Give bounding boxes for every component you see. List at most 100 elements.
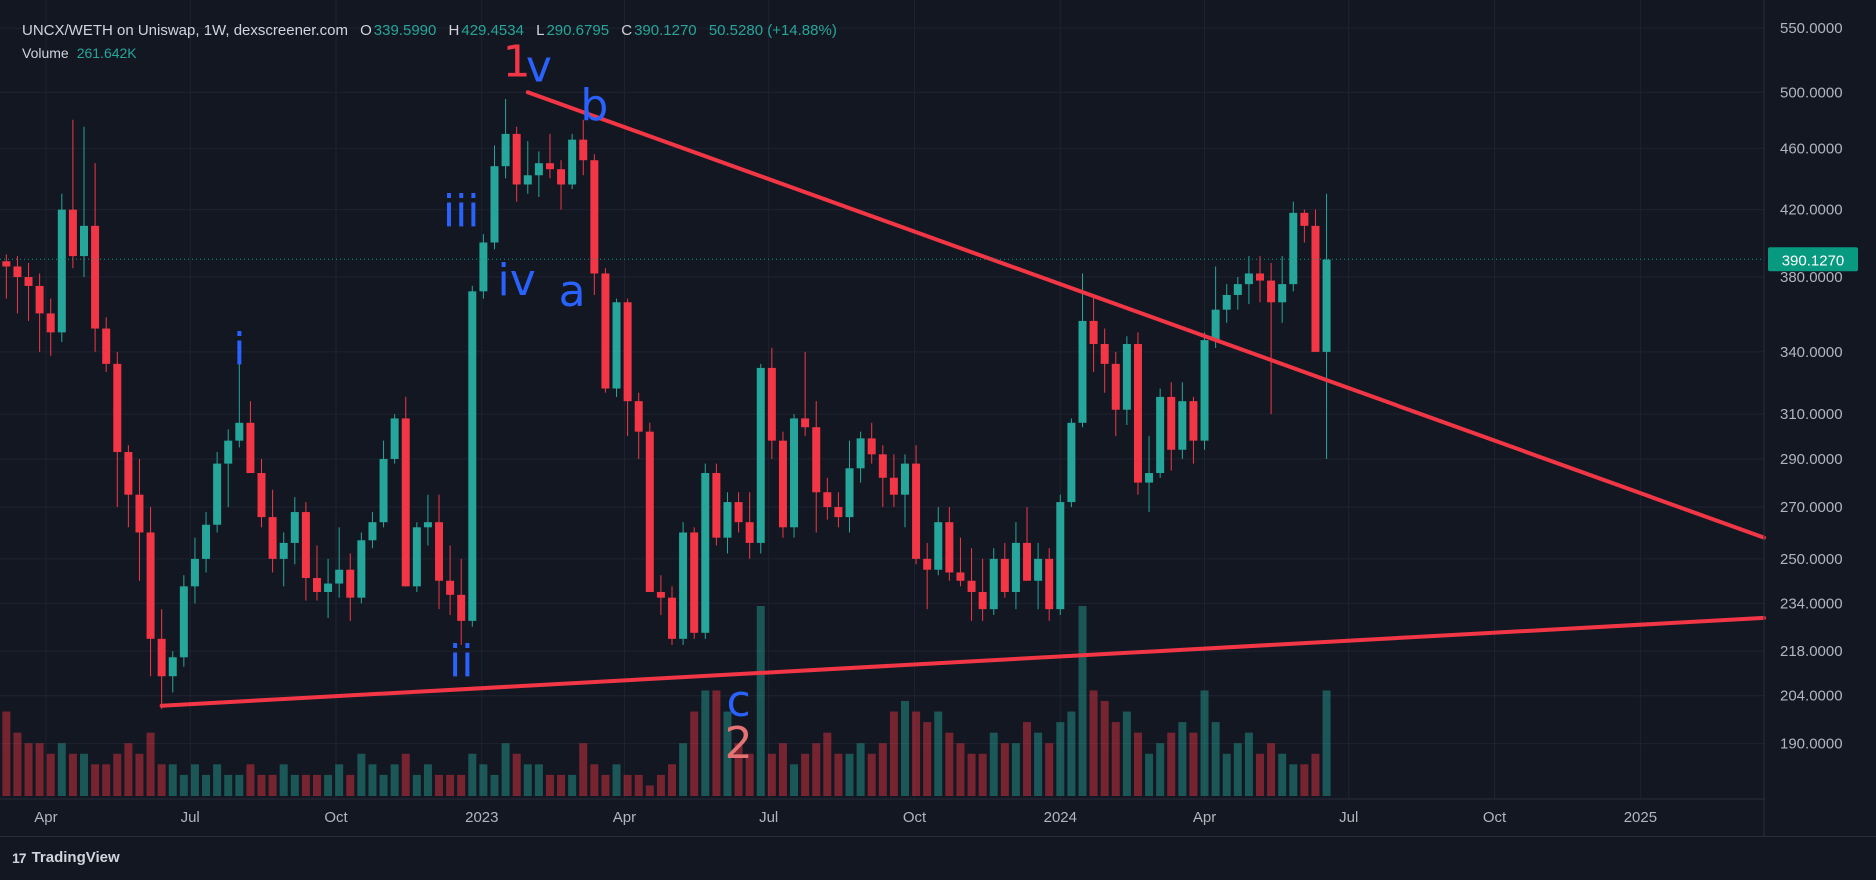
candle-body: [179, 586, 188, 658]
candle-body: [756, 367, 765, 543]
volume-bars: [2, 606, 1331, 796]
candle-body: [579, 139, 588, 161]
candle-body: [213, 463, 222, 525]
candle-body: [1145, 473, 1154, 483]
candle-body: [401, 418, 410, 587]
volume-bar: [312, 774, 321, 796]
volume-bar: [856, 743, 865, 796]
price-tick-label: 460.0000: [1780, 140, 1843, 157]
candle-body: [1011, 542, 1020, 592]
time-tick-label: Oct: [903, 809, 927, 826]
price-tick-label: 270.0000: [1780, 499, 1843, 516]
candle-body: [46, 313, 55, 333]
time-tick-label: 2024: [1044, 809, 1077, 826]
volume-bar: [301, 774, 310, 796]
price-tick-label: 550.0000: [1780, 20, 1843, 37]
volume-bar: [756, 606, 765, 796]
candle-body: [113, 363, 122, 453]
volume-bar: [113, 753, 122, 796]
volume-bar: [1089, 690, 1098, 796]
candle-body: [135, 494, 144, 533]
time-axis[interactable]: Apr Jul Oct 2023 Apr Jul Oct 2024 Apr Jul Oct 2025: [34, 809, 1657, 826]
volume-bar: [68, 753, 77, 796]
candle-body: [1133, 344, 1142, 483]
volume-bar: [324, 774, 333, 796]
candle-body: [1100, 344, 1109, 364]
volume-bar: [1045, 743, 1054, 796]
volume-bar: [845, 753, 854, 796]
volume-bar: [834, 753, 843, 796]
volume-bar: [545, 774, 554, 796]
volume-bar: [124, 743, 133, 796]
candle-body: [1122, 344, 1131, 410]
volume-bar: [1078, 606, 1087, 796]
candle-body: [601, 273, 610, 389]
volume-bar: [734, 743, 743, 796]
symbol-line[interactable]: UNCX/WETH on Uniswap, 1W, dexscreener.co…: [22, 22, 348, 39]
time-tick-label: Jul: [1339, 809, 1358, 826]
volume-bar: [279, 764, 288, 796]
price-tick-label: 380.0000: [1780, 269, 1843, 286]
volume-bar: [202, 774, 211, 796]
candle-body: [246, 422, 255, 474]
candle-body: [290, 512, 299, 543]
price-tick-label: 340.0000: [1780, 344, 1843, 361]
candle-body: [978, 591, 987, 610]
candle-body: [1222, 294, 1231, 310]
candle-body: [1167, 396, 1176, 450]
volume-label[interactable]: Volume: [22, 45, 69, 61]
candle-body: [1034, 558, 1043, 581]
volume-bar: [1100, 701, 1109, 796]
volume-bar: [1300, 764, 1309, 796]
volume-bar: [213, 764, 222, 796]
wave-label: a: [559, 266, 586, 317]
volume-bar: [1156, 743, 1165, 796]
volume-bar: [579, 743, 588, 796]
candle-body: [745, 522, 754, 543]
candle-body: [1200, 340, 1209, 441]
candle-body: [80, 225, 88, 257]
volume-bar: [1267, 743, 1276, 796]
candle-body: [1056, 502, 1065, 610]
candle-body: [257, 473, 266, 518]
trendlines[interactable]: [159, 90, 1766, 708]
volume-bar: [601, 774, 610, 796]
volume-bar: [557, 774, 566, 796]
tradingview-brand[interactable]: 17 TradingView: [12, 849, 120, 866]
candle-body: [1300, 212, 1309, 226]
volume-bar: [912, 711, 921, 796]
price-tick-label: 420.0000: [1780, 202, 1843, 219]
volume-bar: [1222, 753, 1231, 796]
volume-value: 261.642K: [76, 45, 137, 61]
price-tick-label: 190.0000: [1780, 736, 1843, 753]
volume-bar: [1000, 743, 1009, 796]
volume-bar: [934, 711, 943, 796]
high-value: 429.4534: [461, 22, 524, 39]
volume-bar: [35, 743, 44, 796]
time-tick-label: Apr: [613, 809, 636, 826]
volume-bar: [1111, 722, 1120, 796]
volume-bar: [956, 743, 965, 796]
volume-bar: [1034, 732, 1043, 796]
volume-bar: [346, 774, 355, 796]
candle-body: [557, 169, 566, 185]
volume-bar: [190, 764, 199, 796]
low-value: 290.6795: [546, 22, 610, 39]
candle-body: [634, 401, 643, 432]
volume-bar: [823, 732, 832, 796]
candle-body: [734, 502, 743, 523]
volume-bar: [1056, 722, 1065, 796]
price-axis[interactable]: 190.0000 204.0000 218.0000 234.0000 250.0000…: [1780, 20, 1843, 752]
brand-name: TradingView: [31, 849, 120, 866]
candle-body: [778, 440, 787, 528]
volume-bar: [889, 711, 898, 796]
volume-bar: [1289, 764, 1298, 796]
candle-body: [723, 502, 732, 538]
candle-body: [479, 242, 488, 292]
candle-body: [823, 492, 832, 508]
candle-body: [889, 477, 898, 495]
volume-bar: [290, 774, 299, 796]
candle-body: [1156, 396, 1165, 474]
candle-body: [157, 638, 166, 677]
